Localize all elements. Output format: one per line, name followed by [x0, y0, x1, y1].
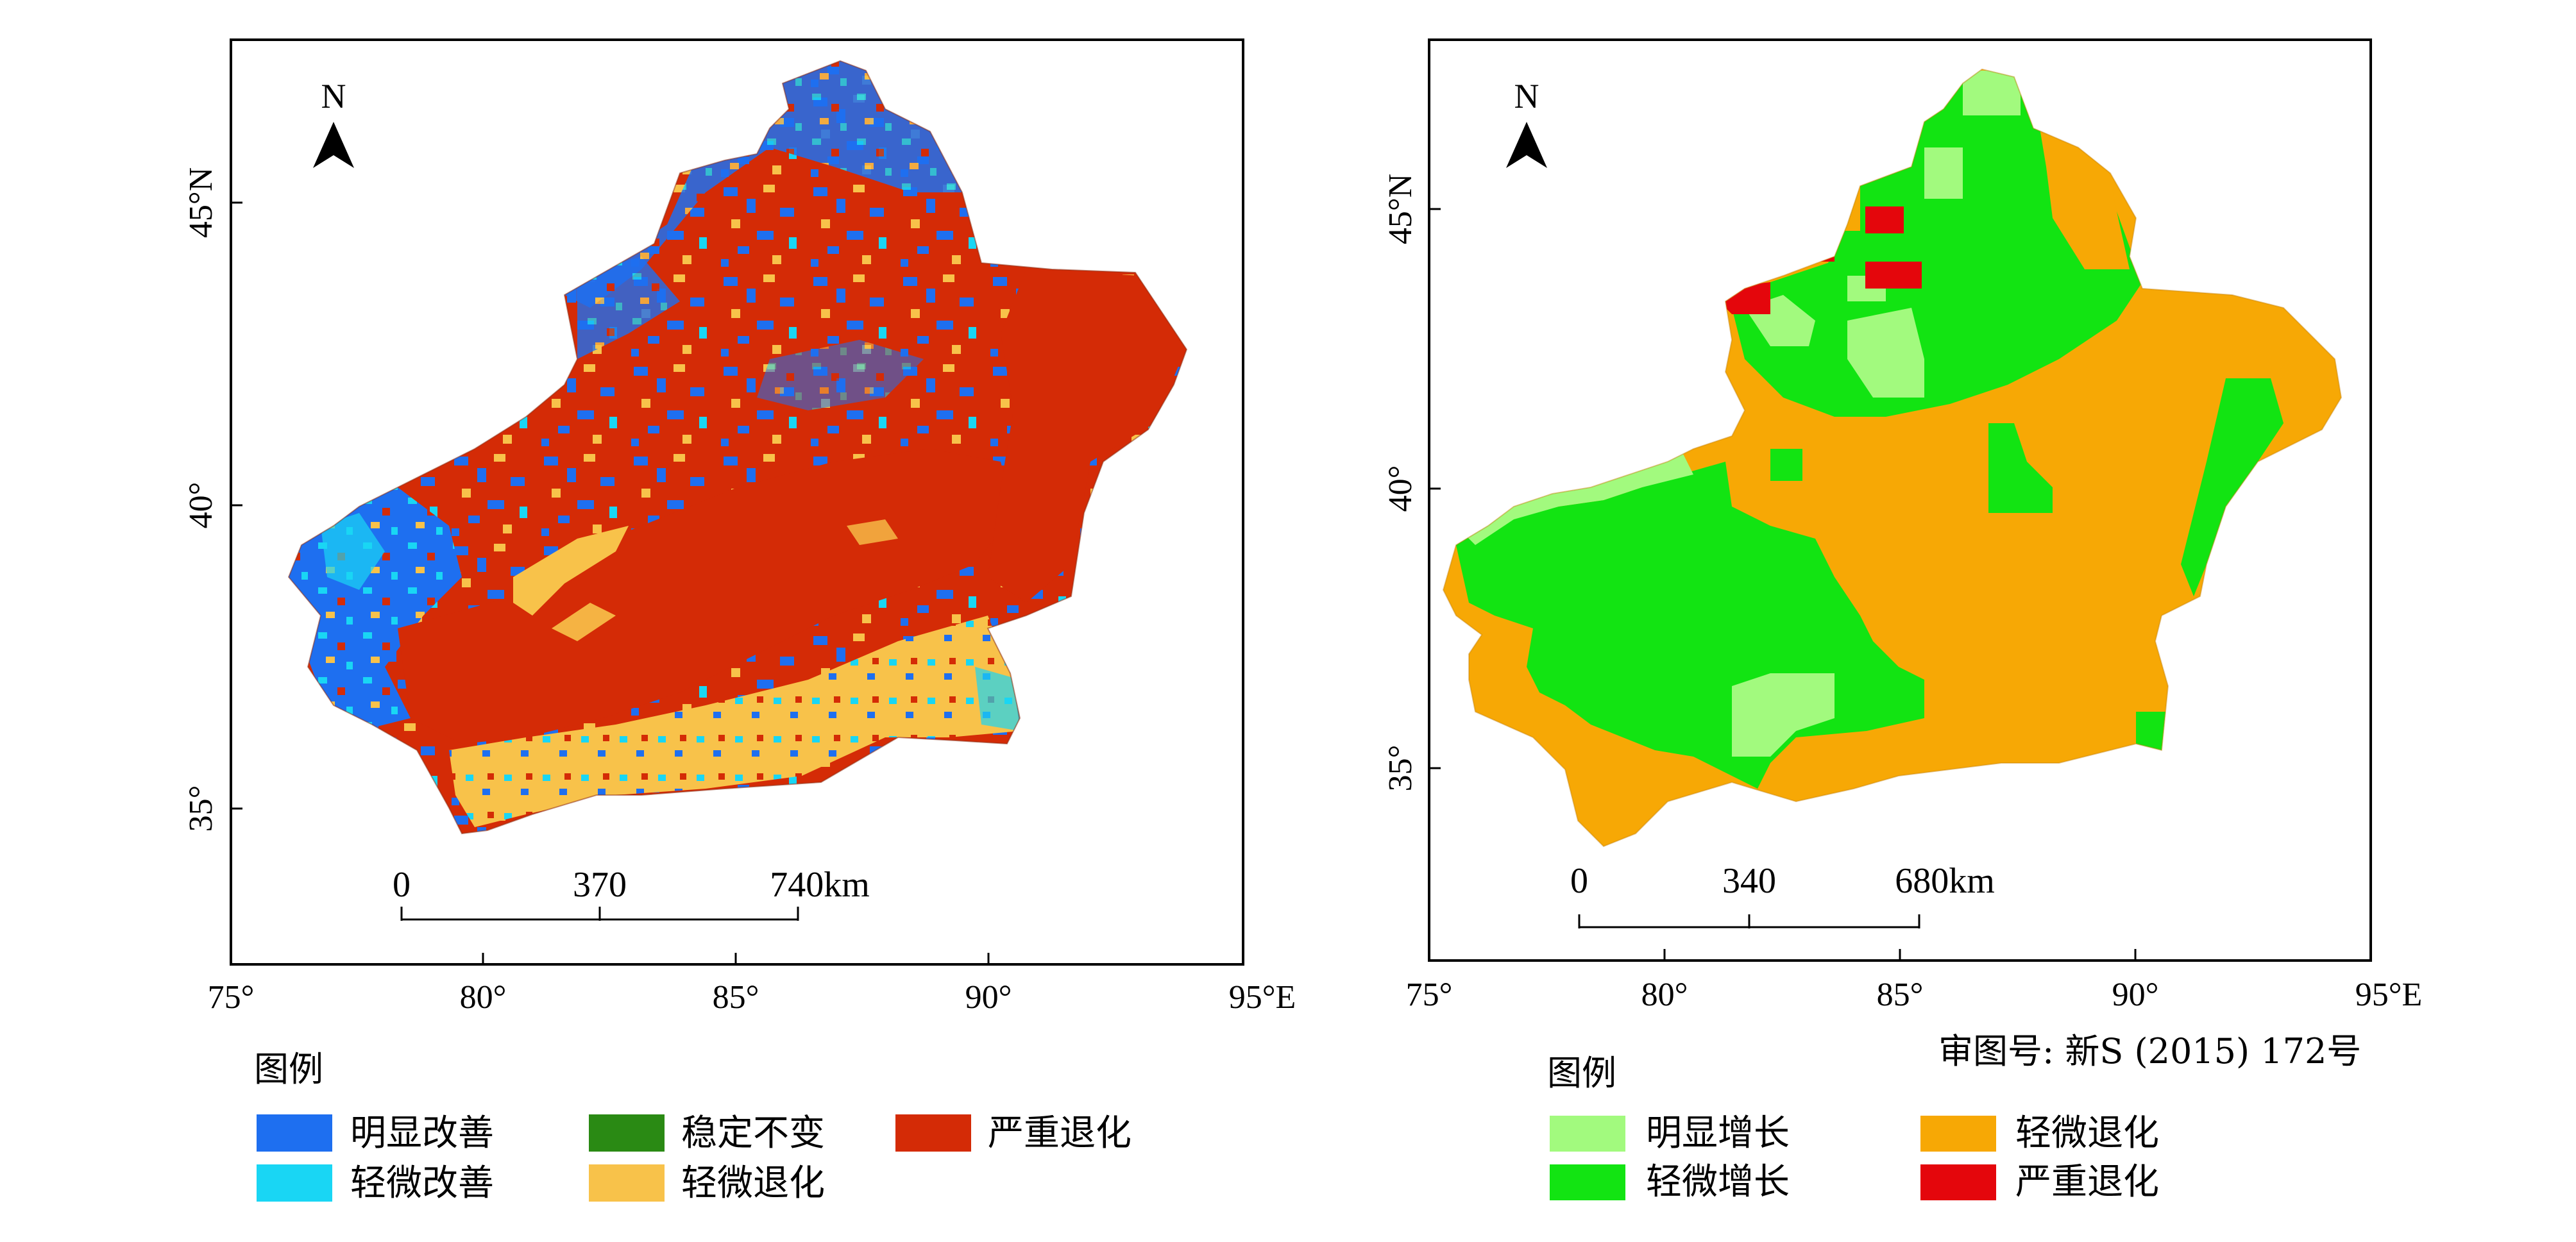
legend-swatch [1550, 1164, 1625, 1200]
legend-swatch [1920, 1116, 1996, 1152]
lon-label: 75° [1406, 977, 1453, 1013]
scale-tick-label: 680km [1895, 861, 1995, 901]
lon-label: 90° [965, 979, 1012, 1016]
map-right-ticks [1428, 208, 2372, 961]
lon-label: 95°E [2355, 977, 2423, 1013]
lat-label: 45°N [183, 167, 219, 238]
lon-label: 90° [2112, 977, 2159, 1013]
scale-tick-label: 370 [573, 865, 627, 905]
legend-label: 轻微改善 [350, 1162, 494, 1204]
lat-label: 35° [1382, 745, 1419, 792]
legend-label: 轻微退化 [2015, 1112, 2159, 1154]
legend-swatch [1920, 1164, 1996, 1200]
legend-swatch [589, 1114, 665, 1152]
legend-right: 图例 明显增长 轻微退化 轻微增长 严重退化 [1547, 1053, 2159, 1203]
legend-label: 严重退化 [988, 1112, 1131, 1154]
legend-label: 严重退化 [2015, 1161, 2159, 1203]
north-label: N [321, 77, 346, 115]
legend-label: 轻微退化 [681, 1162, 825, 1204]
map-left-ticks [230, 201, 1244, 964]
north-label: N [1514, 77, 1539, 115]
legend-swatch [257, 1164, 332, 1202]
scale-bar: 0 340 680km [1570, 861, 1995, 928]
lat-label: 35° [183, 785, 219, 832]
lon-label: 85° [1877, 977, 1924, 1013]
legend-left: 图例 明显改善 稳定不变 严重退化 轻微改善 轻微退化 [254, 1049, 1131, 1204]
scale-tick-label: 740km [770, 865, 870, 905]
legend-label: 轻微增长 [1646, 1161, 1790, 1203]
map-left: 75° 80° 85° 90° 95°E 45°N 40° 35° N 0 37… [183, 38, 1296, 1204]
lon-label: 80° [460, 979, 507, 1016]
lat-label: 40° [1382, 466, 1419, 512]
legend-label: 明显增长 [1646, 1112, 1790, 1154]
legend-title: 图例 [254, 1049, 323, 1089]
lon-label: 80° [1641, 977, 1688, 1013]
legend-label: 明显改善 [350, 1112, 494, 1154]
scale-tick-label: 0 [1570, 861, 1588, 901]
legend-swatch [589, 1164, 665, 1202]
legend-swatch [895, 1114, 971, 1152]
map-approval-number: 审图号: 新S (2015) 172号 [1938, 1031, 2361, 1071]
legend-swatch [257, 1114, 332, 1152]
legend-swatch [1550, 1116, 1625, 1152]
north-arrow-icon: N [1506, 77, 1547, 168]
lon-label: 75° [208, 979, 255, 1016]
lat-label: 40° [183, 482, 219, 529]
legend-title: 图例 [1547, 1053, 1616, 1093]
north-arrow-icon: N [313, 77, 354, 168]
legend-label: 稳定不变 [681, 1112, 825, 1154]
lon-label: 95°E [1229, 979, 1296, 1016]
lat-label: 45°N [1382, 174, 1419, 244]
scale-tick-label: 340 [1722, 861, 1776, 901]
scale-bar: 0 370 740km [393, 865, 870, 921]
lon-label: 85° [713, 979, 759, 1016]
map-right: 75° 80° 85° 90° 95°E 45°N 40° 35° N 0 34… [1382, 38, 2423, 1203]
scale-tick-label: 0 [393, 865, 411, 905]
